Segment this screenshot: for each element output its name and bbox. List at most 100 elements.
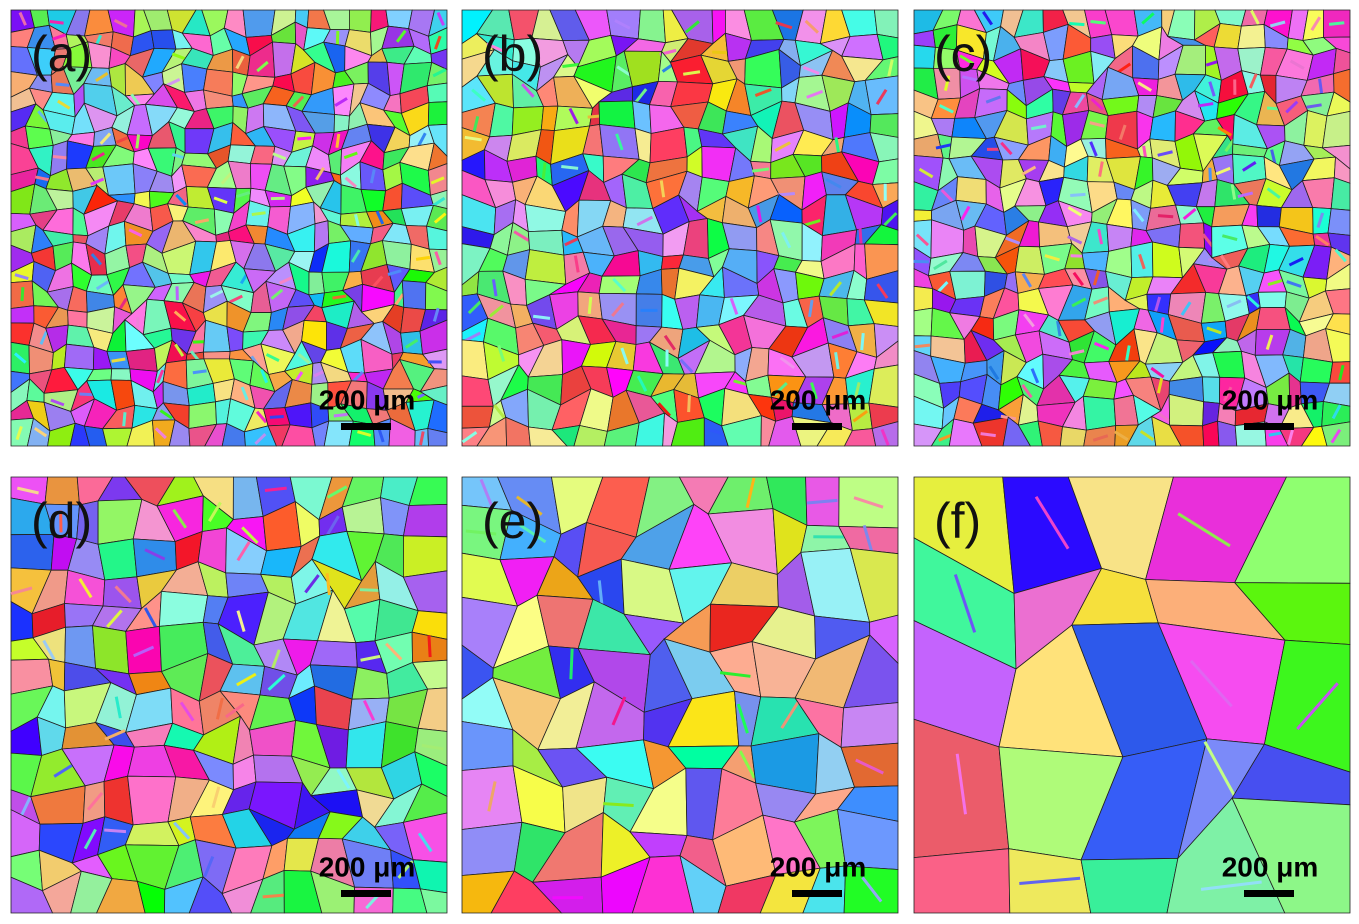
twin-boundary xyxy=(117,297,128,312)
twin-boundary xyxy=(220,172,233,185)
grain xyxy=(1237,24,1266,50)
twin-boundary xyxy=(960,205,971,221)
twin-boundary xyxy=(172,508,188,529)
twin-boundary xyxy=(154,427,167,440)
twin-boundary xyxy=(861,876,883,903)
twin-boundary xyxy=(659,180,666,198)
twin-boundary xyxy=(133,645,155,658)
twin-boundary xyxy=(315,166,325,181)
twin-boundary xyxy=(335,133,341,148)
twin-boundary xyxy=(883,212,898,227)
twin-boundary xyxy=(14,273,29,281)
twin-boundary xyxy=(806,89,824,99)
twin-boundary xyxy=(860,333,865,351)
twin-boundary xyxy=(465,529,497,536)
twin-boundary xyxy=(326,515,340,536)
twin-boundary xyxy=(16,486,39,495)
twin-boundary xyxy=(114,696,122,719)
twin-boundary xyxy=(1021,384,1033,399)
twin-boundary xyxy=(49,20,64,25)
twin-boundary xyxy=(255,410,268,424)
twin-boundary xyxy=(13,352,27,364)
twin-boundary xyxy=(982,11,994,26)
twin-boundary xyxy=(825,177,842,189)
twin-boundary xyxy=(935,143,952,150)
twin-boundary xyxy=(682,70,701,76)
ebsd-panel: (c) 200 μm xyxy=(913,9,1351,447)
twin-boundary xyxy=(1097,228,1104,245)
twin-boundary xyxy=(1334,248,1347,263)
twin-boundary xyxy=(79,392,94,397)
grain xyxy=(158,590,209,627)
twin-boundary xyxy=(434,35,442,50)
twin-boundary xyxy=(1242,161,1257,172)
twin-boundary xyxy=(487,781,497,812)
scale-bar xyxy=(1244,890,1294,897)
grain xyxy=(203,351,231,360)
twin-boundary xyxy=(738,750,756,779)
twin-boundary xyxy=(1197,102,1214,108)
panel-label: (c) xyxy=(934,26,992,82)
grain xyxy=(10,305,35,324)
twin-boundary xyxy=(687,395,691,413)
twin-boundary xyxy=(1328,21,1345,26)
twin-boundary xyxy=(938,33,951,47)
twin-boundary xyxy=(360,654,383,662)
twin-boundary xyxy=(1067,235,1083,245)
twin-boundary xyxy=(385,642,403,661)
twin-boundary xyxy=(10,586,33,596)
ebsd-panel: (d) 200 μm xyxy=(10,476,448,914)
panel-label: (f) xyxy=(934,493,981,549)
twin-boundary xyxy=(99,132,112,145)
twin-boundary xyxy=(173,821,191,840)
twin-boundary xyxy=(1114,430,1129,442)
twin-boundary xyxy=(1019,876,1081,885)
twin-boundary xyxy=(1208,81,1216,97)
twin-boundary xyxy=(516,495,543,516)
ebsd-panel: (a) 200 μm xyxy=(10,9,448,447)
twin-boundary xyxy=(1318,78,1324,94)
grain xyxy=(955,176,987,205)
twin-boundary xyxy=(1072,271,1085,287)
twin-boundary xyxy=(297,353,311,364)
twin-boundary xyxy=(519,523,547,544)
twin-boundary xyxy=(1223,386,1233,402)
twin-boundary xyxy=(15,425,23,441)
twin-boundary xyxy=(18,11,27,26)
twin-boundary xyxy=(334,97,348,107)
scale-bar xyxy=(792,423,842,430)
twin-boundary xyxy=(419,431,425,446)
grain xyxy=(840,702,899,748)
twin-boundary xyxy=(1141,12,1155,25)
ebsd-panel: (e) 200 μm xyxy=(461,476,899,914)
twin-boundary xyxy=(853,496,884,509)
twin-boundary xyxy=(808,299,814,318)
twin-boundary xyxy=(166,77,181,87)
twin-boundary xyxy=(114,585,132,604)
twin-boundary xyxy=(371,275,384,288)
twin-boundary xyxy=(1331,404,1342,420)
twin-boundary xyxy=(297,136,312,141)
twin-boundary xyxy=(754,88,772,97)
twin-boundary xyxy=(240,386,249,401)
twin-boundary xyxy=(915,233,930,247)
twin-boundary xyxy=(256,60,269,73)
twin-boundary xyxy=(1132,208,1145,223)
twin-boundary xyxy=(236,672,257,687)
twin-boundary xyxy=(1030,368,1040,384)
twin-boundary xyxy=(471,88,487,102)
grain xyxy=(64,625,97,669)
twin-boundary xyxy=(90,253,103,266)
twin-boundary xyxy=(122,412,127,427)
twin-boundary xyxy=(1156,377,1164,394)
twin-boundary xyxy=(488,304,504,318)
grain xyxy=(1151,241,1183,279)
twin-boundary xyxy=(853,382,861,400)
twin-boundary xyxy=(1200,880,1262,891)
twin-boundary xyxy=(729,297,739,315)
twin-boundary xyxy=(1286,280,1302,288)
twin-boundary xyxy=(603,802,634,808)
twin-boundary xyxy=(467,300,483,315)
twin-boundary xyxy=(1306,103,1322,109)
